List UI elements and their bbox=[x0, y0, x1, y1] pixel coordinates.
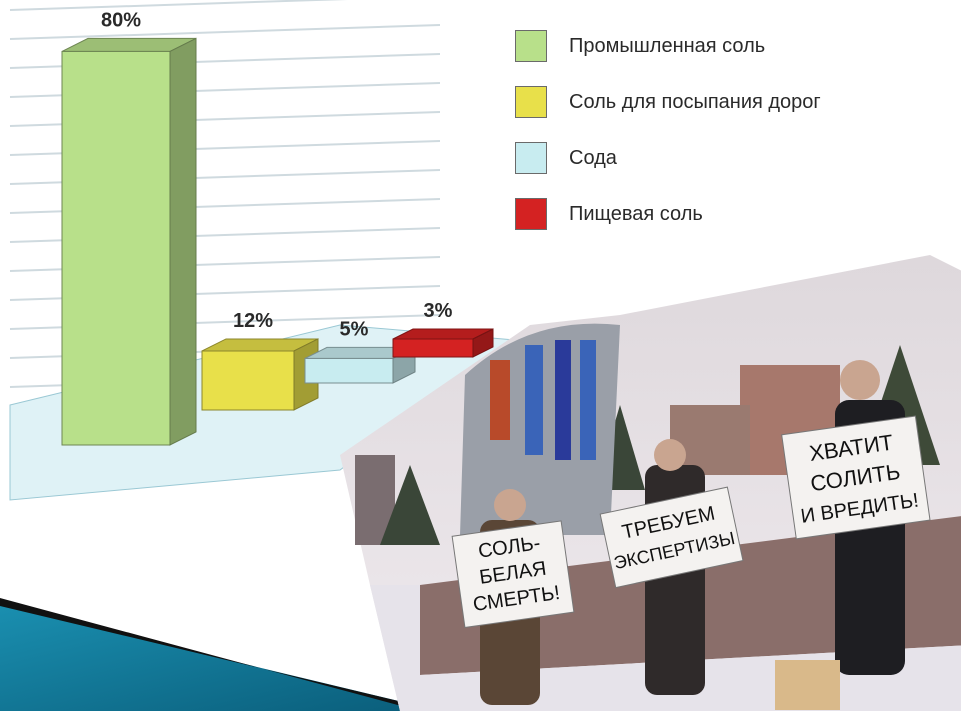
legend-item: Промышленная соль bbox=[515, 18, 821, 74]
data-label: 5% bbox=[340, 318, 369, 340]
protester-head bbox=[654, 439, 686, 471]
data-label: 80% bbox=[101, 9, 141, 31]
protest-sign bbox=[451, 520, 575, 628]
stained-glass bbox=[490, 360, 510, 440]
bar bbox=[61, 50, 171, 446]
cardboard-box bbox=[775, 660, 840, 710]
chart-data-labels: 80% 12% 5% 3% bbox=[101, 9, 453, 340]
legend-swatch bbox=[515, 86, 547, 118]
legend-item: Сода bbox=[515, 130, 821, 186]
legend-item: Соль для посыпания дорог bbox=[515, 74, 821, 130]
tree bbox=[380, 465, 440, 545]
legend-item: Пищевая соль bbox=[515, 186, 821, 242]
stained-glass bbox=[580, 340, 596, 460]
legend-swatch bbox=[515, 198, 547, 230]
bar-side bbox=[472, 328, 494, 358]
protest-sign bbox=[781, 415, 931, 540]
legend-swatch bbox=[515, 142, 547, 174]
legend-label: Соль для посыпания дорог bbox=[569, 90, 821, 113]
protest-photo: СОЛЬ- БЕЛАЯ СМЕРТЬ! ТРЕБУЕМ ЭКСПЕРТИЗЫ Х… bbox=[340, 255, 961, 711]
chart-bars bbox=[61, 37, 494, 446]
legend-label: Промышленная соль bbox=[569, 34, 766, 57]
stained-glass bbox=[555, 340, 571, 460]
data-label: 3% bbox=[424, 300, 453, 322]
protester-head bbox=[494, 489, 526, 521]
protest-sign bbox=[599, 486, 744, 589]
bar bbox=[201, 350, 295, 411]
legend-label: Пищевая соль bbox=[569, 202, 703, 225]
gridline bbox=[9, 24, 441, 40]
legend-swatch bbox=[515, 30, 547, 62]
gridline bbox=[9, 0, 348, 11]
data-label: 12% bbox=[233, 310, 273, 332]
stained-glass bbox=[525, 345, 543, 455]
legend-label: Сода bbox=[569, 146, 617, 169]
protester-head bbox=[840, 360, 880, 400]
chart-legend: Промышленная соль Соль для посыпания дор… bbox=[515, 18, 821, 242]
bar-side bbox=[169, 37, 197, 446]
